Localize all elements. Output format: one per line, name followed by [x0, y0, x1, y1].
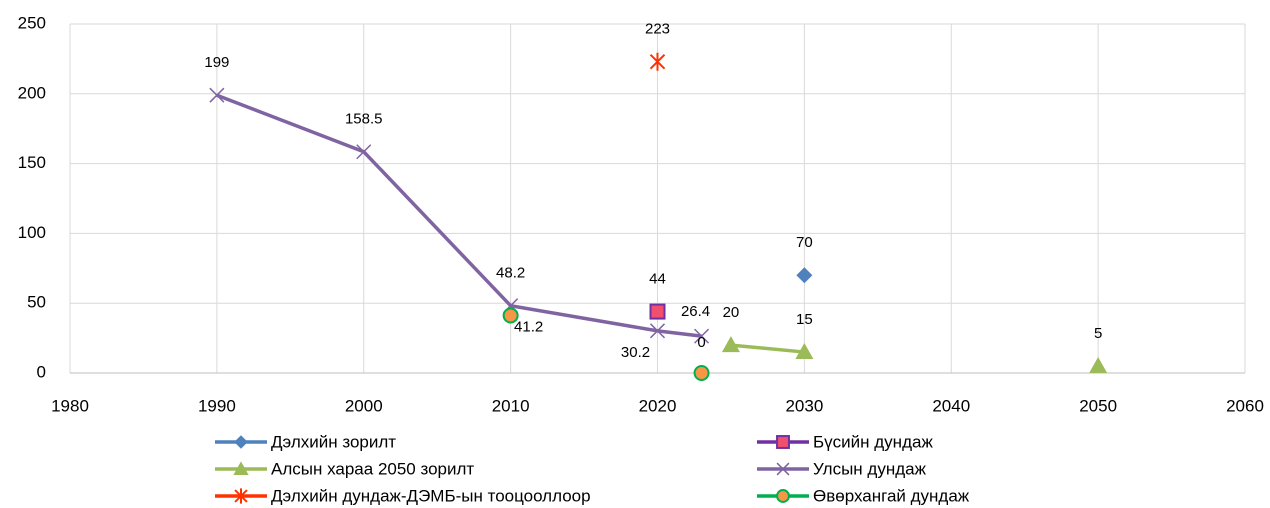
legend-marker	[233, 461, 249, 475]
legend-marker	[234, 435, 248, 449]
marker	[693, 365, 710, 381]
series-line	[731, 345, 1098, 366]
marker	[502, 307, 519, 324]
data-label: 223	[645, 21, 670, 38]
legend-label: Алсын хараа 2050 зорилт	[271, 459, 474, 478]
legend-label: Улсын дундаж	[813, 459, 927, 478]
legend-label: Өвөрхангай дундаж	[813, 486, 970, 505]
y-tick-label: 200	[18, 83, 46, 102]
legend-label: Дэлхийн дундаж-ДЭМБ-ын тооцооллоор	[271, 486, 591, 505]
y-tick-label: 0	[37, 362, 46, 381]
data-label: 26.4	[681, 303, 710, 320]
y-tick-label: 50	[27, 293, 46, 312]
data-label: 41.2	[514, 318, 543, 335]
data-label: 48.2	[496, 265, 525, 282]
y-tick-label: 100	[18, 223, 46, 242]
x-tick-label: 1980	[51, 396, 89, 415]
y-tick-label: 250	[18, 13, 46, 32]
legend-marker	[776, 489, 790, 503]
marker	[721, 336, 740, 353]
legend-marker	[234, 488, 248, 504]
x-tick-label: 2040	[932, 396, 970, 415]
y-tick-label: 150	[18, 153, 46, 172]
marker	[796, 267, 813, 284]
x-tick-label: 2010	[492, 396, 530, 415]
marker	[649, 303, 666, 320]
x-tick-label: 2020	[639, 396, 677, 415]
marker	[356, 144, 372, 160]
data-label: 199	[204, 54, 229, 71]
legend-marker	[776, 435, 790, 449]
x-tick-label: 2000	[345, 396, 383, 415]
legend-marker	[776, 462, 790, 476]
data-label: 5	[1094, 325, 1102, 342]
x-tick-label: 1990	[198, 396, 236, 415]
data-label: 20	[723, 304, 740, 321]
data-label: 158.5	[345, 111, 383, 128]
marker	[694, 328, 710, 344]
marker	[795, 343, 814, 360]
data-label: 44	[649, 271, 666, 288]
x-tick-label: 2060	[1226, 396, 1264, 415]
marker	[209, 87, 225, 103]
marker	[649, 52, 666, 71]
data-label: 30.2	[621, 344, 650, 361]
data-label: 0	[697, 334, 705, 351]
data-label: 15	[796, 311, 813, 328]
x-tick-label: 2050	[1079, 396, 1117, 415]
marker	[649, 323, 666, 339]
marker	[1089, 357, 1108, 374]
legend-label: Бүсийн дундаж	[813, 432, 933, 451]
data-label: 70	[796, 234, 813, 251]
legend-label: Дэлхийн зорилт	[271, 432, 396, 451]
series-line	[216, 93, 702, 338]
x-tick-label: 2030	[785, 396, 823, 415]
